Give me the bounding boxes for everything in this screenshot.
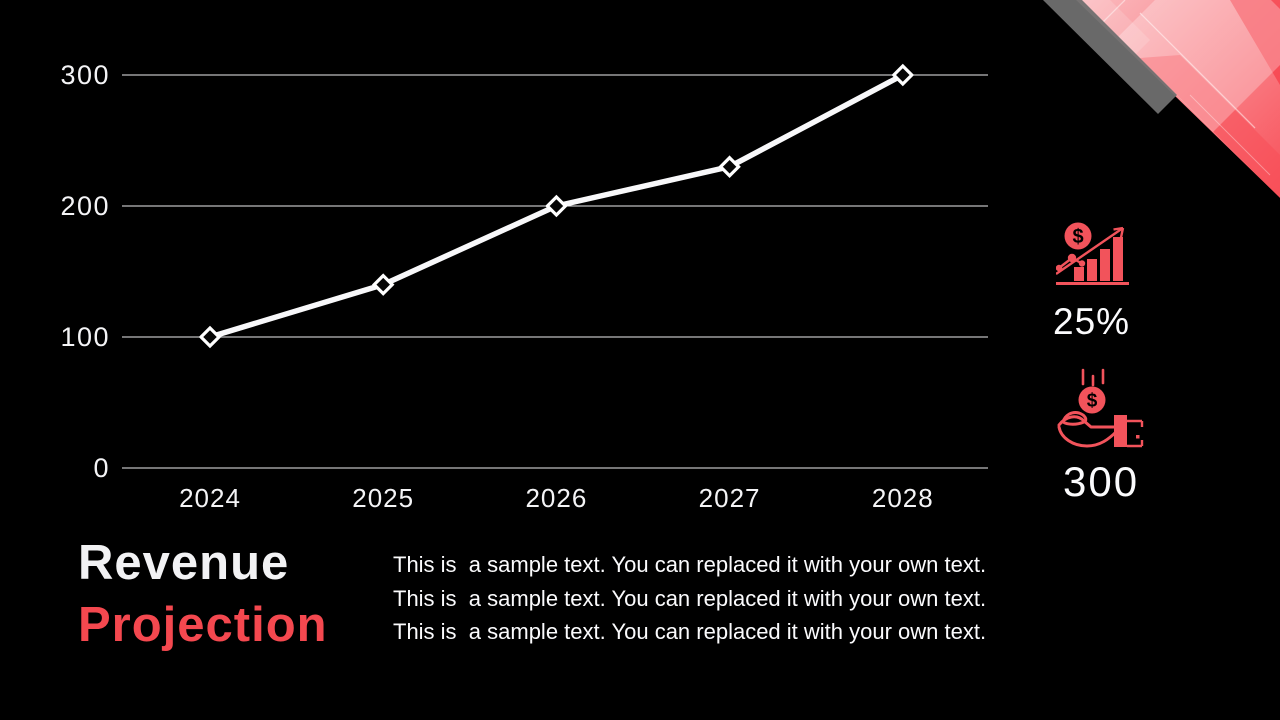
data-point-marker — [545, 194, 568, 218]
dollar-sign-glyph: $ — [1072, 226, 1083, 248]
gray-ribbon — [1043, 0, 1177, 114]
slide-body-text: This is a sample text. You can replaced … — [393, 548, 986, 649]
y-axis-tick-label: 0 — [93, 453, 110, 483]
body-text-line: This is a sample text. You can replaced … — [393, 585, 987, 611]
dollar-sign-glyph: $ — [1087, 391, 1098, 412]
stat-growth-percent: 25% — [1053, 301, 1131, 342]
slide-title-line1: Revenue — [78, 536, 290, 590]
body-text-line: This is a sample text. You can replaced … — [393, 552, 987, 577]
y-axis-tick-label: 100 — [60, 322, 110, 352]
x-axis-tick-label: 2026 — [525, 483, 587, 513]
data-point-marker — [891, 63, 915, 87]
x-axis-tick-label: 2024 — [179, 483, 241, 513]
slide-title: Revenue Projection — [78, 532, 328, 656]
data-point-marker — [718, 155, 741, 178]
y-axis-tick-label: 300 — [60, 60, 110, 90]
revenue-line-chart: 0 100 200 300 2024 2025 2026 2027 2028 — [60, 60, 988, 513]
x-axis-tick-label: 2025 — [352, 483, 414, 513]
data-point-marker — [198, 325, 222, 349]
x-axis-tick-label: 2027 — [699, 483, 761, 513]
data-point-marker — [371, 273, 395, 296]
stat-revenue-total: 300 — [1063, 458, 1140, 505]
x-axis-tick-label: 2028 — [872, 483, 934, 513]
body-text-line: This is a sample text. You can replaced … — [393, 619, 987, 644]
growth-chart-dollar-icon: $ — [1056, 222, 1129, 285]
slide-title-line2: Projection — [78, 598, 328, 652]
corner-triangle-decoration — [1043, 0, 1280, 198]
y-axis-tick-label: 200 — [60, 191, 110, 221]
hand-receiving-money-icon: $ — [1057, 368, 1144, 448]
